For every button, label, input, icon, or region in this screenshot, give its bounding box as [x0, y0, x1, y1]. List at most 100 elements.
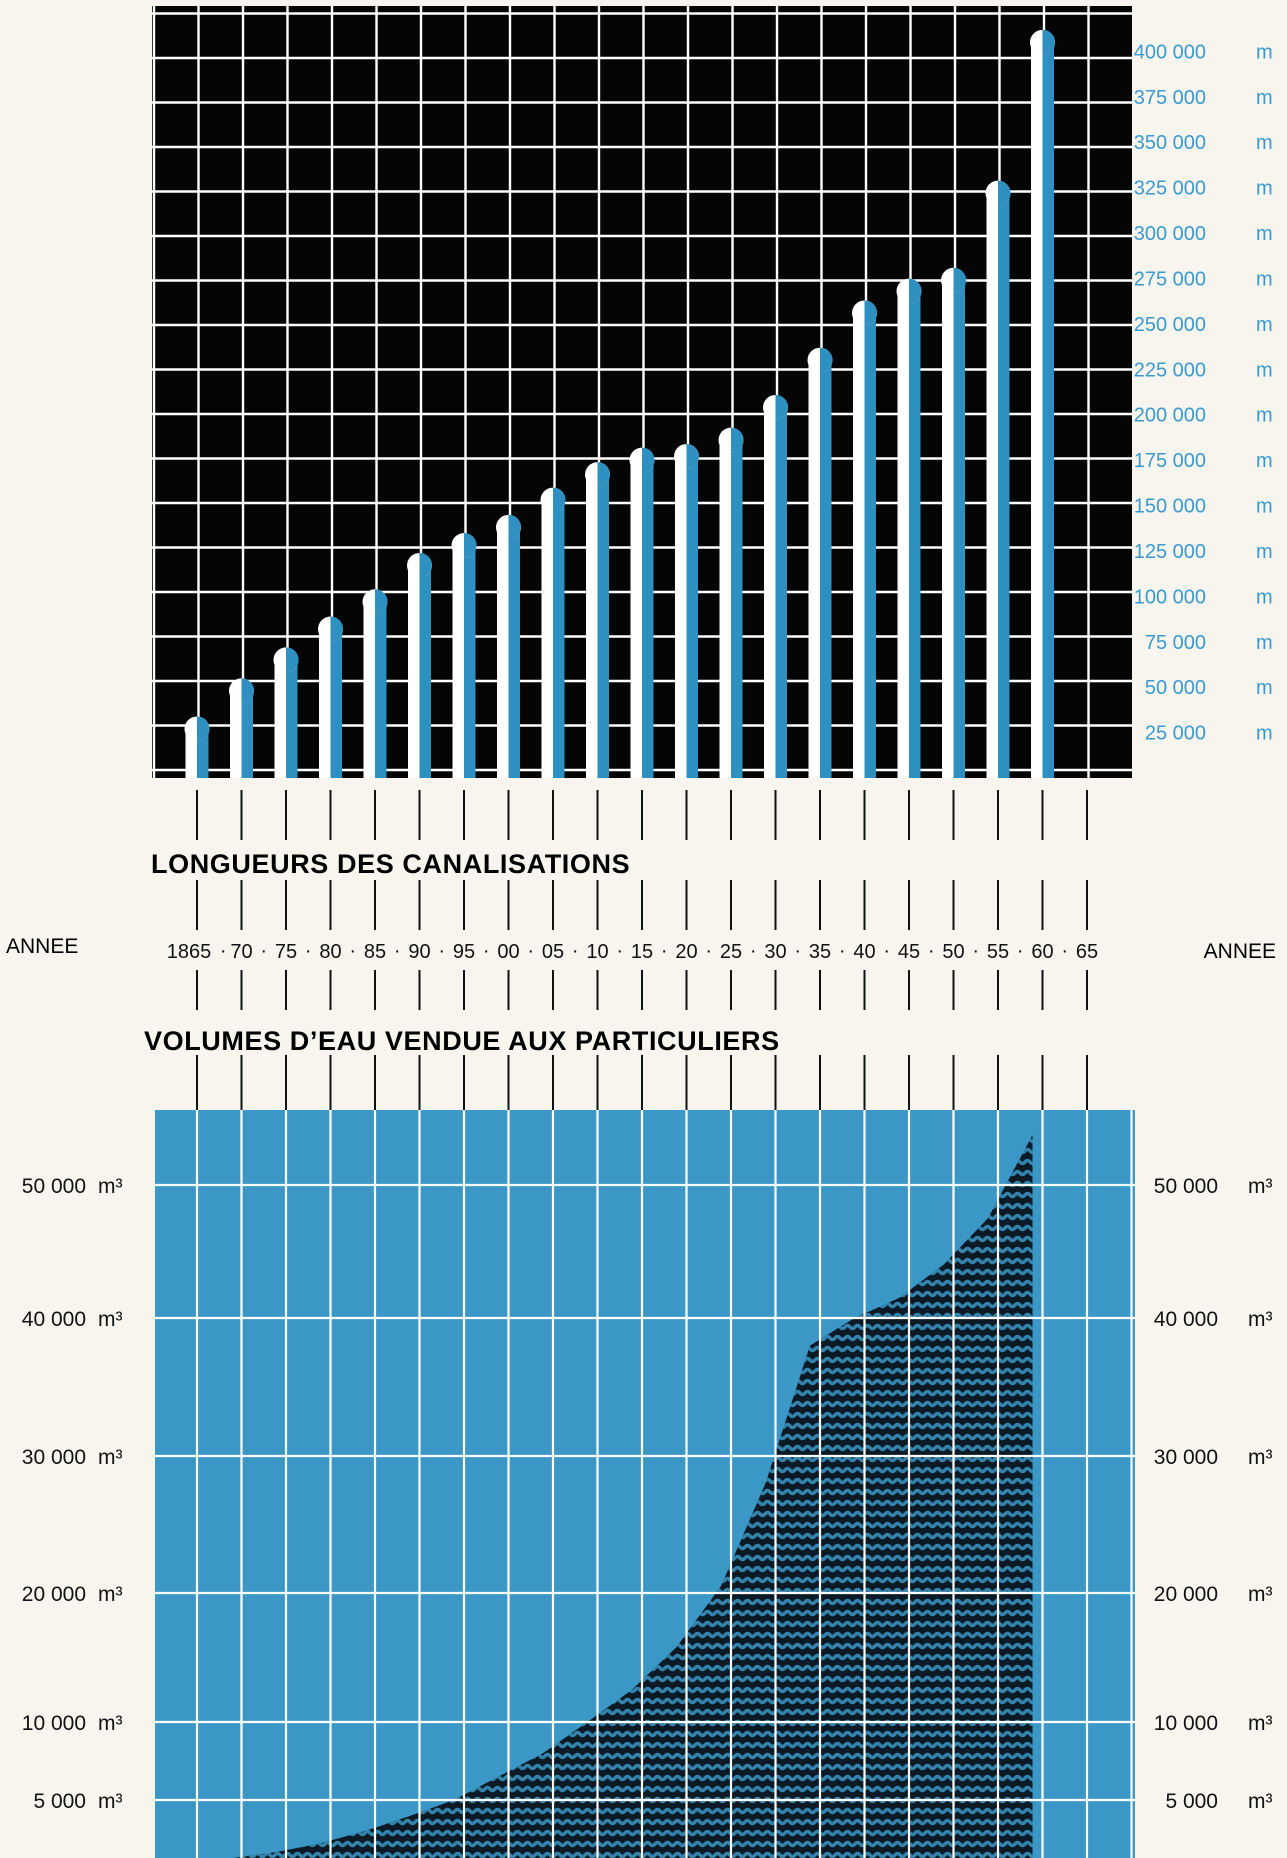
- pipe-length-y-ticks: 25 000 m 50 000 m 75 000 m 100 000 m 125 000 m 150…: [1134, 41, 1273, 744]
- y-tick-unit: m³: [98, 1790, 123, 1813]
- y-tick-unit: m³: [1248, 1175, 1273, 1198]
- y-tick-label: 30 000: [1154, 1446, 1218, 1469]
- bar-blue-half: [731, 440, 743, 778]
- water-volume-y-ticks: 5 000 m³ 5 000 m³ 10 000 m³ 10 000 m³ 20 000 m³ 20…: [22, 1175, 1273, 1813]
- bar: [985, 180, 1011, 779]
- bar-light-half: [363, 601, 375, 778]
- y-tick-label: 40 000: [22, 1308, 86, 1331]
- year-separator: ·: [349, 940, 356, 962]
- bar-blue-half: [375, 601, 387, 778]
- y-tick-unit: m: [1256, 586, 1273, 608]
- y-tick-unit: m³: [1248, 1308, 1273, 1331]
- bar-light-half: [630, 460, 642, 778]
- bar-cap-blue-half: [286, 647, 299, 673]
- bar-light-half: [764, 407, 776, 778]
- bar-light-half: [586, 474, 598, 778]
- bar-blue-half: [197, 728, 209, 778]
- y-tick-label: 225 000: [1134, 359, 1206, 381]
- bar-cap-blue-half: [820, 347, 833, 373]
- year-label: 00: [497, 941, 519, 963]
- y-tick-label: 5 000: [33, 1790, 86, 1813]
- bar-light-half: [853, 312, 865, 778]
- year-separator: ·: [750, 940, 757, 962]
- year-axis-tick-lines: [196, 790, 1088, 1112]
- bar: [674, 443, 699, 778]
- bar: [807, 347, 833, 778]
- y-tick-label: 50 000: [1145, 677, 1206, 699]
- water-volume-title: VOLUMES D’EAU VENDUE AUX PARTICULIERS: [144, 1026, 780, 1056]
- y-tick-label: 375 000: [1134, 87, 1206, 109]
- y-tick-unit: m: [1256, 314, 1273, 336]
- y-tick-unit: m: [1256, 132, 1273, 154]
- year-separator: ·: [220, 940, 227, 962]
- bar: [496, 514, 521, 778]
- bar-blue-half: [909, 291, 921, 778]
- bar-cap-blue-half: [197, 716, 210, 742]
- y-tick-label: 150 000: [1134, 496, 1206, 518]
- wave-line: [187, 1851, 1033, 1858]
- year-separator: ·: [527, 940, 534, 962]
- bar: [718, 427, 744, 778]
- year-label: 50: [942, 941, 964, 963]
- bar-cap-blue-half: [998, 180, 1011, 206]
- y-tick-unit: m³: [98, 1175, 123, 1198]
- bar-light-half: [541, 500, 553, 778]
- y-tick-label: 20 000: [22, 1583, 86, 1606]
- pipe-length-title: LONGUEURS DES CANALISATIONS: [151, 849, 630, 879]
- y-tick-label: 100 000: [1134, 586, 1206, 608]
- year-label: 70: [230, 941, 252, 963]
- y-tick-label: 400 000: [1134, 41, 1206, 63]
- year-label: 15: [631, 941, 653, 963]
- y-tick-unit: m³: [1248, 1583, 1273, 1606]
- year-separator: ·: [483, 940, 490, 962]
- bar: [629, 447, 655, 778]
- y-tick-label: 10 000: [22, 1712, 86, 1735]
- year-separator: ·: [794, 940, 801, 962]
- y-tick-unit: m: [1256, 268, 1273, 290]
- bar-blue-half: [998, 193, 1010, 779]
- y-tick-label: 325 000: [1134, 178, 1206, 200]
- bar-blue-half: [508, 527, 520, 778]
- bar-cap-blue-half: [464, 532, 477, 558]
- y-tick-label: 10 000: [1154, 1712, 1218, 1735]
- year-separator: ·: [839, 940, 846, 962]
- y-tick-label: 300 000: [1134, 223, 1206, 245]
- bar-blue-half: [464, 545, 476, 778]
- bar-light-half: [942, 280, 954, 778]
- y-tick-unit: m: [1256, 405, 1273, 427]
- y-tick-unit: m: [1256, 87, 1273, 109]
- bar-blue-half: [597, 474, 609, 778]
- bar-blue-half: [686, 456, 698, 778]
- bar: [229, 678, 254, 778]
- bar-cap-blue-half: [864, 300, 877, 326]
- bar-blue-half: [864, 312, 876, 778]
- year-label: 65: [1076, 941, 1098, 963]
- year-label: 30: [764, 941, 786, 963]
- y-tick-label: 5 000: [1165, 1790, 1218, 1813]
- y-tick-unit: m: [1256, 450, 1273, 472]
- y-tick-label: 20 000: [1154, 1583, 1218, 1606]
- y-tick-unit: m: [1256, 541, 1273, 563]
- bar-light-half: [897, 291, 909, 778]
- bar-cap-blue-half: [597, 462, 610, 488]
- y-tick-label: 125 000: [1134, 541, 1206, 563]
- y-tick-label: 250 000: [1134, 314, 1206, 336]
- y-tick-label: 75 000: [1145, 632, 1206, 654]
- bar: [184, 716, 210, 778]
- y-tick-unit: m³: [98, 1308, 123, 1331]
- bar-light-half: [986, 193, 998, 779]
- year-axis-section: LONGUEURS DES CANALISATIONS ANNEE ANNEE …: [6, 790, 1276, 1112]
- bar: [585, 462, 610, 778]
- y-tick-unit: m: [1256, 496, 1273, 518]
- y-tick-label: 25 000: [1145, 723, 1206, 745]
- water-volume-area: [187, 1135, 1033, 1858]
- y-tick-unit: m³: [1248, 1712, 1273, 1735]
- year-label: 95: [453, 941, 475, 963]
- bar-blue-half: [419, 565, 431, 778]
- y-tick-unit: m³: [1248, 1446, 1273, 1469]
- bar: [763, 394, 788, 778]
- water-volume-grid: [155, 1110, 1135, 1858]
- bar-cap-blue-half: [731, 427, 744, 453]
- year-axis-label-right: ANNEE: [1204, 940, 1276, 963]
- year-label: 20: [675, 941, 697, 963]
